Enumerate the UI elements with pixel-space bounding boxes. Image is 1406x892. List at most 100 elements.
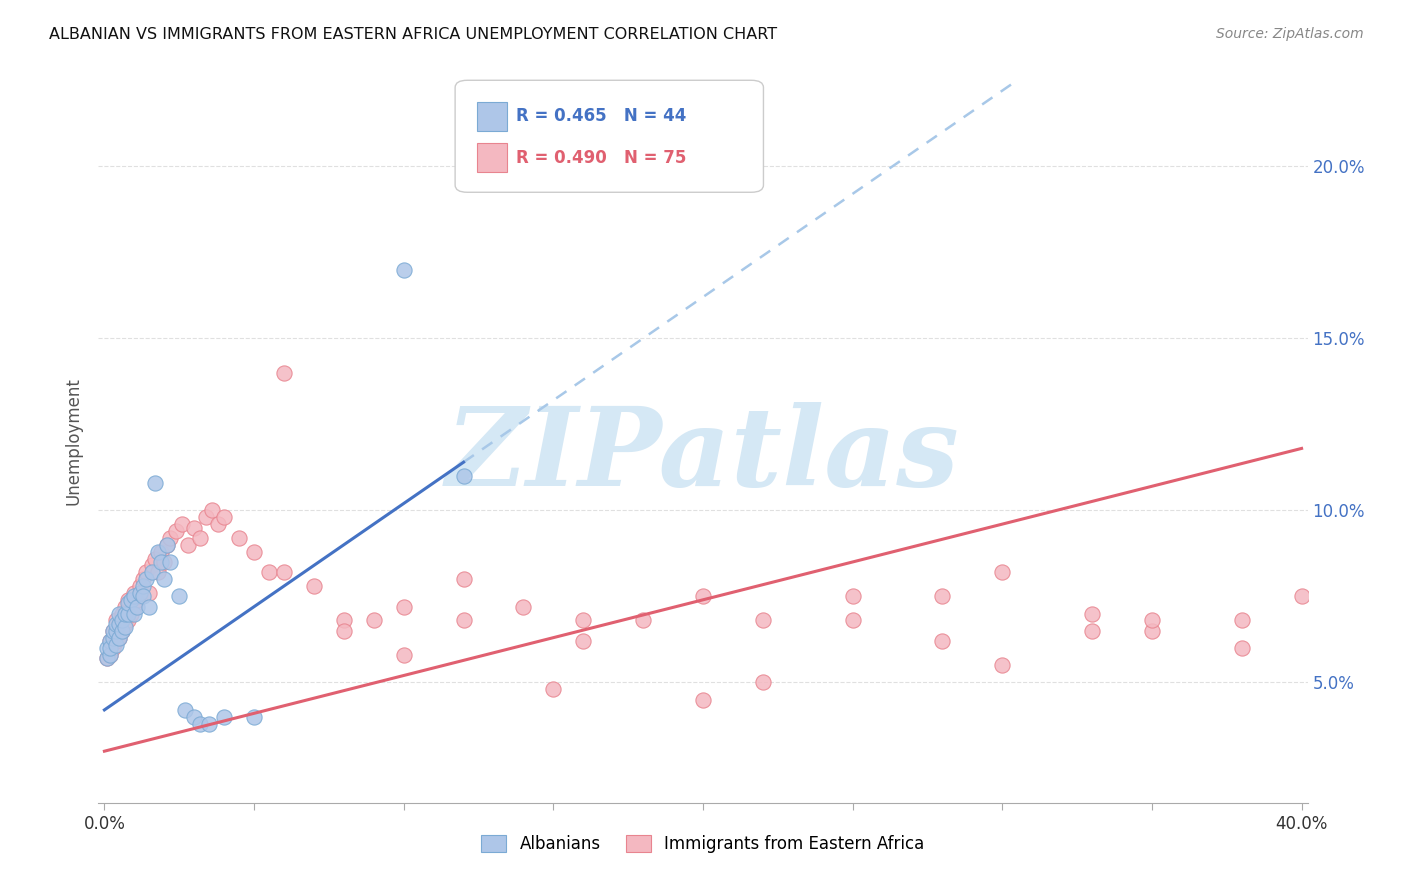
Point	[111, 614, 134, 628]
Point	[177, 538, 200, 552]
Text: ZIPatlas: ZIPatlas	[446, 402, 960, 509]
Point	[207, 517, 229, 532]
Point	[1081, 607, 1104, 621]
Point	[172, 517, 194, 532]
Point	[195, 510, 218, 524]
Point	[100, 640, 122, 655]
Point	[153, 572, 176, 586]
Point	[931, 634, 953, 648]
Point	[96, 651, 118, 665]
Point	[392, 648, 415, 662]
Point	[100, 634, 122, 648]
Point	[111, 624, 134, 638]
Point	[153, 555, 176, 569]
Point	[148, 566, 170, 580]
Point	[129, 590, 152, 604]
Point	[257, 566, 280, 580]
Point	[183, 710, 205, 724]
Point	[1291, 590, 1313, 604]
Point	[103, 624, 125, 638]
Point	[124, 599, 146, 614]
Point	[111, 607, 134, 621]
Point	[302, 579, 325, 593]
Point	[991, 566, 1014, 580]
Point	[108, 607, 131, 621]
Point	[117, 614, 139, 628]
Point	[143, 475, 166, 490]
Point	[141, 558, 163, 573]
Point	[103, 624, 125, 638]
Point	[692, 590, 714, 604]
Point	[188, 531, 211, 545]
Point	[100, 648, 122, 662]
Point	[201, 503, 224, 517]
Point	[1230, 614, 1253, 628]
Point	[105, 638, 128, 652]
Point	[120, 592, 142, 607]
Point	[120, 607, 142, 621]
Point	[114, 599, 136, 614]
Point	[156, 538, 179, 552]
Point	[105, 614, 128, 628]
Point	[138, 586, 160, 600]
Point	[165, 524, 187, 538]
Point	[103, 631, 125, 645]
Point	[212, 510, 235, 524]
Point	[114, 607, 136, 621]
Point	[453, 469, 475, 483]
FancyBboxPatch shape	[477, 102, 508, 131]
Point	[631, 614, 654, 628]
Point	[105, 624, 128, 638]
Point	[117, 596, 139, 610]
Point	[333, 614, 356, 628]
Point	[692, 692, 714, 706]
FancyBboxPatch shape	[477, 143, 508, 172]
Point	[114, 616, 136, 631]
Point	[127, 592, 149, 607]
Point	[752, 675, 775, 690]
Point	[212, 710, 235, 724]
Point	[1230, 640, 1253, 655]
Point	[129, 586, 152, 600]
Point	[572, 634, 595, 648]
Point	[188, 716, 211, 731]
Point	[124, 590, 146, 604]
Point	[841, 614, 863, 628]
Point	[132, 590, 155, 604]
Point	[135, 566, 157, 580]
Text: ALBANIAN VS IMMIGRANTS FROM EASTERN AFRICA UNEMPLOYMENT CORRELATION CHART: ALBANIAN VS IMMIGRANTS FROM EASTERN AFRI…	[49, 27, 778, 42]
Point	[127, 599, 149, 614]
Point	[1081, 624, 1104, 638]
Point	[174, 703, 197, 717]
Point	[96, 640, 118, 655]
Point	[512, 599, 534, 614]
Point	[243, 544, 266, 558]
Point	[1140, 624, 1163, 638]
Point	[228, 531, 250, 545]
Point	[124, 586, 146, 600]
Point	[453, 572, 475, 586]
Point	[105, 634, 128, 648]
Point	[108, 616, 131, 631]
Point	[841, 590, 863, 604]
Point	[156, 538, 179, 552]
Point	[108, 616, 131, 631]
Point	[100, 648, 122, 662]
Point	[129, 579, 152, 593]
Y-axis label: Unemployment: Unemployment	[65, 377, 83, 506]
Point	[243, 710, 266, 724]
Text: Source: ZipAtlas.com: Source: ZipAtlas.com	[1216, 27, 1364, 41]
Point	[453, 614, 475, 628]
Legend: Albanians, Immigrants from Eastern Africa: Albanians, Immigrants from Eastern Afric…	[475, 828, 931, 860]
Point	[159, 555, 181, 569]
Point	[1140, 614, 1163, 628]
Point	[138, 599, 160, 614]
Point	[273, 366, 295, 380]
Point	[117, 607, 139, 621]
Point	[105, 616, 128, 631]
Point	[100, 634, 122, 648]
Point	[991, 658, 1014, 673]
Point	[132, 572, 155, 586]
Point	[124, 607, 146, 621]
Point	[132, 579, 155, 593]
